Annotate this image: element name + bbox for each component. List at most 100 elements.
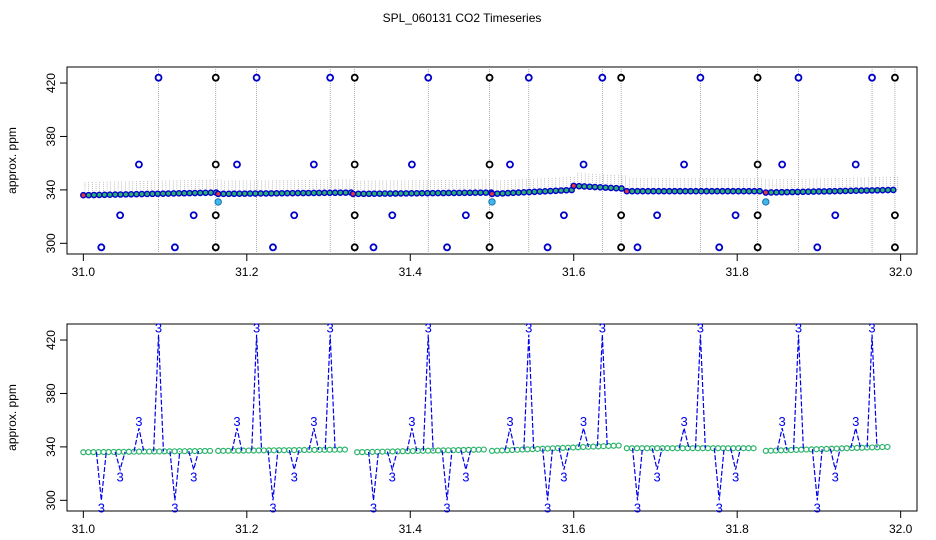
top-data-point [767, 189, 775, 196]
top-mid-dip-point [731, 211, 740, 220]
bottom-data-point [493, 447, 501, 454]
bottom-data-point [215, 447, 222, 454]
bottom-data-point [359, 449, 366, 456]
top-segment-start [80, 192, 87, 199]
bottom-data-point [125, 448, 133, 455]
top-data-point [321, 189, 328, 197]
bottom-data-point [301, 446, 308, 454]
bottom-peak-line [792, 334, 804, 450]
bottom-data-point [255, 447, 262, 454]
bottom-mid-label: 3 [852, 414, 859, 429]
bottom-data-point [559, 444, 567, 452]
bottom-data-point [843, 445, 850, 452]
top-mid-spike-point [778, 160, 787, 169]
bottom-peak-line [153, 334, 165, 452]
top-high-spike-point [211, 73, 220, 82]
bottom-data-point [595, 443, 602, 450]
top-mid-spike-point [211, 160, 220, 169]
top-data-point [371, 190, 378, 197]
top-low-dip-point [485, 243, 494, 252]
top-data-point [365, 190, 373, 198]
bottom-data-point [762, 447, 769, 454]
top-data-point [434, 189, 442, 197]
bottom-peak-line [251, 334, 263, 451]
bottom-low-line [95, 451, 107, 501]
bottom-low-line [267, 450, 279, 501]
bottom-data-point [475, 446, 482, 453]
bottom-data-point [569, 444, 577, 451]
bottom-data-point [201, 447, 209, 455]
top-data-point [294, 189, 302, 197]
bottom-peak-label: 3 [253, 321, 260, 336]
top-data-point [581, 183, 588, 190]
top-x-tick-label: 31.8 [726, 265, 750, 279]
bottom-peak-line [324, 334, 336, 450]
bottom-mid-label: 3 [233, 414, 240, 429]
bottom-data-point [534, 445, 541, 453]
bottom-low-label: 3 [716, 500, 723, 515]
top-mid-dip-point [831, 211, 840, 220]
top-low-dip-point [715, 243, 724, 252]
top-data-point [778, 188, 786, 196]
bottom-data-point [291, 447, 298, 454]
bottom-x-tick-label: 32.0 [889, 522, 913, 536]
bottom-x-tick-label: 31.2 [235, 522, 259, 536]
top-data-point [756, 187, 763, 195]
top-data-point [186, 189, 193, 197]
top-gap-point [762, 198, 770, 206]
bottom-low-line [542, 448, 554, 501]
top-data-point [745, 187, 753, 195]
top-x-tick-label: 31.6 [562, 265, 586, 279]
top-mid-spike-point [408, 160, 416, 169]
top-data-point [117, 191, 124, 198]
bottom-mid-label: 3 [779, 414, 786, 429]
top-data-point [541, 187, 549, 195]
top-mid-dip-point [653, 211, 661, 220]
bottom-data-point [171, 448, 178, 455]
top-y-tick-label: 340 [44, 180, 58, 200]
bottom-data-point [326, 446, 333, 453]
bottom-data-point [321, 446, 328, 453]
top-low-dip-point [170, 243, 179, 252]
top-data-point [429, 189, 437, 197]
top-high-spike-point [696, 73, 705, 82]
bottom-data-point [105, 448, 112, 456]
top-high-spike-point [598, 73, 607, 82]
bottom-data-point [669, 445, 676, 452]
bottom-data-point [788, 446, 795, 454]
top-low-dip-point [269, 243, 277, 252]
top-data-point [697, 187, 705, 195]
top-mid-spike-point [309, 160, 318, 169]
top-low-dip-point [543, 243, 552, 252]
top-data-point [655, 187, 663, 195]
top-data-point [337, 189, 344, 196]
top-data-point [241, 190, 249, 197]
top-data-point [101, 191, 108, 199]
top-data-point [289, 189, 296, 197]
bottom-data-point [399, 448, 406, 455]
bottom-data-point [610, 442, 617, 449]
bottom-low-line [811, 449, 823, 501]
top-data-point [509, 189, 517, 197]
top-data-point [724, 187, 732, 195]
bottom-data-point [341, 446, 348, 453]
top-data-point [408, 190, 415, 197]
top-data-point [499, 190, 506, 197]
bottom-y-tick-label: 340 [44, 437, 58, 457]
bottom-mid-label: 3 [310, 414, 317, 429]
top-data-point [461, 189, 468, 197]
top-data-point [230, 190, 238, 198]
bottom-data-point [745, 445, 752, 452]
top-data-point [735, 187, 742, 195]
top-data-point [268, 190, 275, 197]
top-data-point [342, 189, 350, 196]
top-data-point [681, 187, 689, 195]
top-y-axis-label: approx. ppm [5, 127, 19, 194]
bottom-data-point [720, 445, 727, 452]
bottom-data-point [455, 446, 462, 454]
top-data-point [799, 188, 807, 196]
top-y-tick-label: 420 [44, 73, 58, 93]
top-data-point [729, 187, 737, 195]
bottom-peak-label: 3 [155, 321, 162, 336]
top-data-point [95, 191, 103, 199]
